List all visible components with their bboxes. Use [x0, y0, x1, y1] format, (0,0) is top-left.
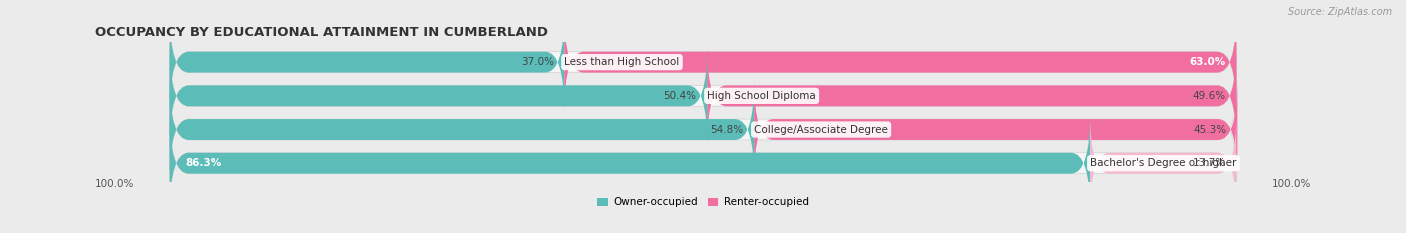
FancyBboxPatch shape	[170, 12, 564, 112]
FancyBboxPatch shape	[707, 46, 1236, 146]
Text: 45.3%: 45.3%	[1194, 124, 1226, 134]
FancyBboxPatch shape	[564, 12, 1236, 112]
FancyBboxPatch shape	[754, 79, 1237, 180]
Text: 63.0%: 63.0%	[1189, 57, 1226, 67]
FancyBboxPatch shape	[170, 12, 1236, 112]
Text: College/Associate Degree: College/Associate Degree	[754, 124, 889, 134]
FancyBboxPatch shape	[1090, 113, 1236, 213]
Text: High School Diploma: High School Diploma	[707, 91, 815, 101]
Text: 54.8%: 54.8%	[710, 124, 744, 134]
Text: Source: ZipAtlas.com: Source: ZipAtlas.com	[1288, 7, 1392, 17]
Legend: Owner-occupied, Renter-occupied: Owner-occupied, Renter-occupied	[593, 193, 813, 212]
FancyBboxPatch shape	[170, 79, 1236, 180]
Text: Bachelor's Degree or higher: Bachelor's Degree or higher	[1090, 158, 1236, 168]
Text: 100.0%: 100.0%	[96, 179, 135, 189]
Text: 49.6%: 49.6%	[1192, 91, 1226, 101]
Text: 86.3%: 86.3%	[186, 158, 222, 168]
FancyBboxPatch shape	[170, 79, 754, 180]
Text: 50.4%: 50.4%	[664, 91, 696, 101]
Text: OCCUPANCY BY EDUCATIONAL ATTAINMENT IN CUMBERLAND: OCCUPANCY BY EDUCATIONAL ATTAINMENT IN C…	[96, 26, 548, 39]
FancyBboxPatch shape	[170, 46, 707, 146]
Text: Less than High School: Less than High School	[564, 57, 679, 67]
FancyBboxPatch shape	[170, 46, 1236, 146]
Text: 37.0%: 37.0%	[520, 57, 554, 67]
Text: 13.7%: 13.7%	[1192, 158, 1226, 168]
FancyBboxPatch shape	[170, 113, 1236, 213]
FancyBboxPatch shape	[170, 113, 1090, 213]
Text: 100.0%: 100.0%	[1271, 179, 1310, 189]
